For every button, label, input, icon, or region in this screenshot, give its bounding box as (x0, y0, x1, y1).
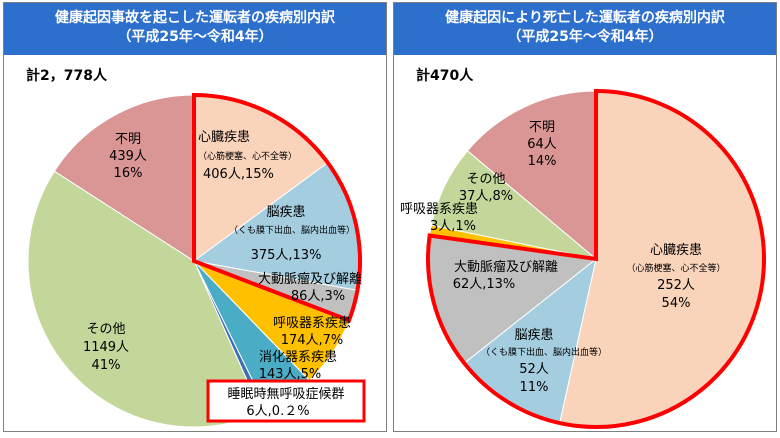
left-label-brain-count: 375人,13% (251, 248, 322, 263)
left-label-sas-count: 6人,0.２% (246, 404, 309, 419)
right-label-other-name: その他 (466, 172, 505, 187)
right-label-heart-count: 252人 (657, 278, 695, 293)
right-label-heart-note: （心筋梗塞、心不全等） (626, 262, 725, 274)
left-label-digest-name: 消化器系疾患 (259, 350, 337, 365)
left-label-unknown-count: 439人 (109, 149, 147, 164)
left-slice-7 (53, 94, 195, 262)
right-chart-subtitle: （平成25年～令和4年） (507, 29, 663, 45)
right-chart-panel: 健康起因により死亡した運転者の疾病別内訳 （平成25年～令和4年） 計470人 … (393, 2, 777, 432)
left-chart-total: 計2，778人 (26, 68, 107, 84)
left-label-heart-count: 406人,15% (203, 167, 274, 182)
right-label-unknown-name: 不明 (529, 120, 555, 135)
left-pie-chart: 心臓疾患 （心筋梗塞、心不全等） 406人,15% 脳疾患 （くも膜下出血、脳内… (27, 92, 366, 428)
right-chart-header: 健康起因により死亡した運転者の疾病別内訳 （平成25年～令和4年） (394, 3, 776, 55)
right-label-heart-pct: 54% (662, 296, 691, 311)
left-label-aorta-count: 86人,3% (291, 289, 345, 304)
right-label-resp-count: 3人,1% (430, 219, 476, 234)
right-label-brain-name: 脳疾患 (514, 328, 553, 343)
left-label-brain-name: 脳疾患 (266, 205, 305, 220)
right-label-other-count: 37人,8% (459, 189, 513, 204)
right-highlight-outline (426, 88, 766, 429)
left-sas-highlight-box (206, 379, 366, 423)
left-chart-title: 健康起因事故を起こした運転者の疾病別内訳 (55, 10, 335, 26)
left-label-brain-note: （くも膜下出血、脳内出血等） (229, 224, 355, 236)
left-label-aorta-name: 大動脈瘤及び解離 (258, 271, 362, 287)
right-label-brain-note: （くも膜下出血、脳内出血等） (481, 346, 607, 358)
left-slice-6 (27, 170, 263, 428)
right-label-aorta-count: 62人,13% (453, 277, 516, 292)
right-label-resp-name: 呼吸器系疾患 (400, 202, 478, 217)
left-label-unknown-name: 不明 (115, 132, 141, 147)
left-chart-panel: 健康起因事故を起こした運転者の疾病別内訳 （平成25年～令和4年） 計2，778… (3, 2, 387, 432)
right-pie-chart: 心臓疾患 （心筋梗塞、心不全等） 252人 54% 脳疾患 （くも膜下出血、脳内… (400, 88, 766, 429)
left-label-resp-count: 174人,7% (281, 333, 344, 348)
left-label-other-pct: 41% (92, 358, 121, 373)
left-chart-subtitle: （平成25年～令和4年） (117, 29, 273, 45)
left-label-other-count: 1149人 (83, 340, 129, 355)
left-label-heart-name: 心臓疾患 (198, 130, 250, 145)
right-label-aorta-name: 大動脈瘤及び解離 (454, 259, 558, 275)
right-chart-total: 計470人 (416, 68, 474, 84)
left-label-digest-count: 143人,5% (259, 367, 322, 382)
left-chart-header: 健康起因事故を起こした運転者の疾病別内訳 （平成25年～令和4年） (4, 3, 386, 55)
left-label-unknown-pct: 16% (114, 166, 143, 181)
right-label-unknown-pct: 14% (528, 154, 557, 169)
right-label-heart-name: 心臓疾患 (650, 243, 702, 258)
right-label-brain-count: 52人 (519, 362, 549, 377)
right-label-brain-pct: 11% (520, 380, 549, 395)
left-label-resp-name: 呼吸器系疾患 (273, 316, 351, 331)
left-label-heart-note: （心筋梗塞、心不全等） (198, 150, 297, 162)
right-slice-5 (466, 90, 597, 261)
right-chart-title: 健康起因により死亡した運転者の疾病別内訳 (445, 10, 725, 26)
left-label-other-name: その他 (86, 322, 125, 337)
right-label-unknown-count: 64人 (527, 137, 557, 152)
left-highlight-outline (192, 92, 362, 323)
left-label-sas-name: 睡眠時無呼吸症候群 (227, 387, 344, 402)
